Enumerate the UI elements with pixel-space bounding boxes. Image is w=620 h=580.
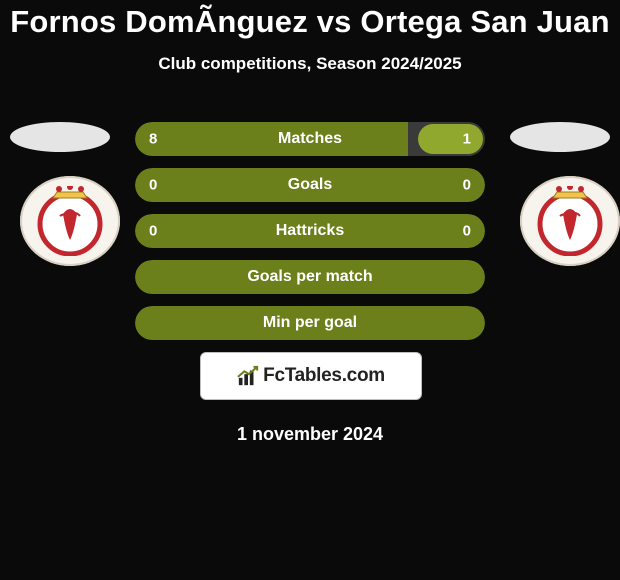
brand-box[interactable]: FcTables.com xyxy=(200,352,422,400)
stat-bars: 81Matches 00Goals 00Hattricks Goals per mat… xyxy=(135,122,485,352)
page-subtitle: Club competitions, Season 2024/2025 xyxy=(0,54,620,74)
crest-right-icon xyxy=(535,186,605,256)
stat-bar-row: Goals per match xyxy=(135,260,485,294)
stat-bar-row: Min per goal xyxy=(135,306,485,340)
stat-label: Goals xyxy=(135,176,485,194)
brand-label: FcTables.com xyxy=(263,365,385,387)
stat-label: Min per goal xyxy=(135,314,485,332)
player-avatar-left xyxy=(10,122,110,152)
crest-left-icon xyxy=(35,186,105,256)
stat-label: Matches xyxy=(135,130,485,148)
bar-chart-icon xyxy=(237,365,259,387)
player-avatar-right xyxy=(510,122,610,152)
club-crest-left xyxy=(20,176,120,266)
stat-bar-row: 00Goals xyxy=(135,168,485,202)
date-label: 1 november 2024 xyxy=(0,424,620,445)
stat-label: Goals per match xyxy=(135,268,485,286)
stat-bar-row: 00Hattricks xyxy=(135,214,485,248)
comparison-card: Fornos DomÃ­nguez vs Ortega San Juan Clu… xyxy=(0,0,620,580)
page-title: Fornos DomÃ­nguez vs Ortega San Juan xyxy=(0,0,620,40)
club-crest-right xyxy=(520,176,620,266)
stat-bar-row: 81Matches xyxy=(135,122,485,156)
stat-label: Hattricks xyxy=(135,222,485,240)
